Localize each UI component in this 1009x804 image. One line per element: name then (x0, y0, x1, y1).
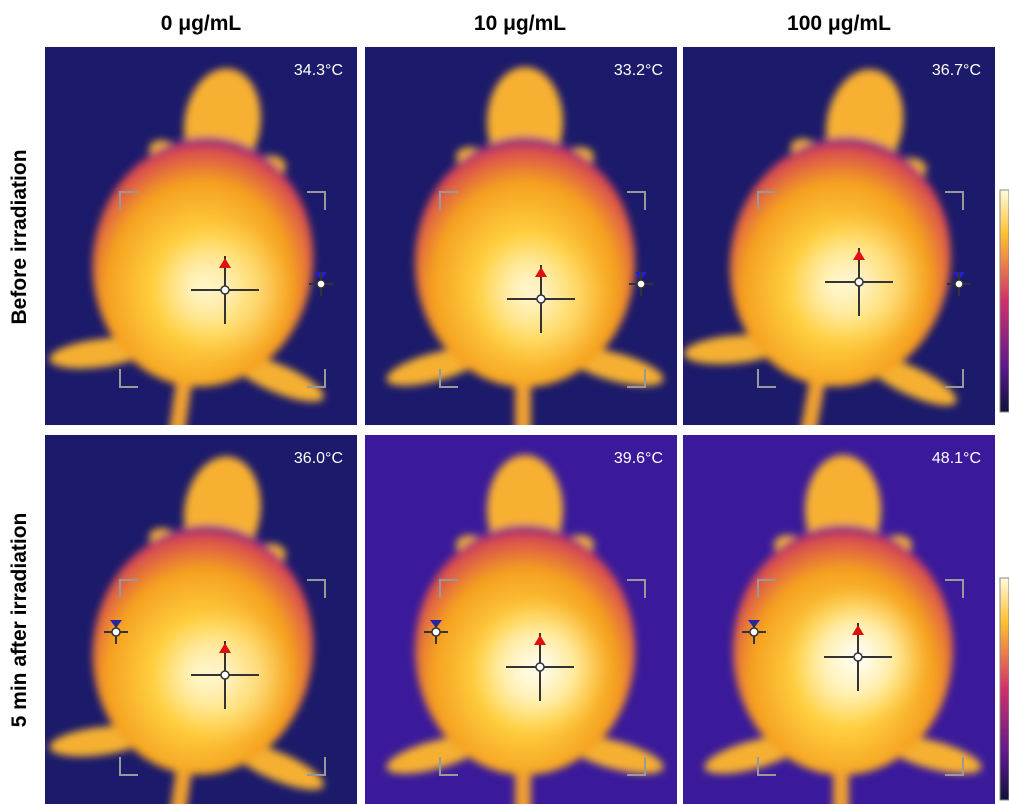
thermal-panel: 39.6°C (365, 435, 677, 804)
roi-bracket (439, 579, 458, 598)
roi-bracket (439, 191, 458, 210)
temperature: 36.0°C (294, 450, 343, 467)
column-header: 10 μg/mL (474, 12, 566, 35)
roi-bracket (439, 757, 458, 776)
roi-bracket (757, 757, 776, 776)
max-marker (853, 250, 865, 260)
crosshair-center (636, 279, 646, 289)
column-header: 100 μg/mL (787, 12, 891, 35)
roi-bracket (945, 191, 964, 210)
roi-bracket (945, 757, 964, 776)
temperature: 48.1°C (932, 450, 981, 467)
crosshair-center (111, 627, 121, 637)
crosshair-center (535, 662, 545, 672)
panel-content (45, 47, 357, 425)
max-marker (852, 625, 864, 635)
roi-bracket (945, 369, 964, 388)
temperature: 33.2°C (614, 62, 663, 79)
roi-bracket (627, 757, 646, 776)
thermal-panel: 34.3°C (45, 47, 357, 425)
roi-bracket (945, 579, 964, 598)
roi-bracket (119, 579, 138, 598)
max-marker (535, 267, 547, 277)
panel-content (45, 435, 357, 804)
color-bar (999, 577, 1009, 801)
crosshair-center (431, 627, 441, 637)
color-bar (999, 189, 1009, 413)
thermal-panel: 36.0°C (45, 435, 357, 804)
temperature: 34.3°C (294, 62, 343, 79)
row-label: 5 min after irradiation (8, 513, 31, 728)
crosshair-center (220, 670, 230, 680)
crosshair-center (220, 285, 230, 295)
roi-bracket (757, 191, 776, 210)
thermal-panel: 36.7°C (683, 47, 995, 425)
crosshair-center (954, 279, 964, 289)
roi-bracket (119, 369, 138, 388)
roi-bracket (307, 757, 326, 776)
thermal-panel: 48.1°C (683, 435, 995, 804)
panel-content (683, 435, 995, 804)
max-marker (534, 635, 546, 645)
roi-bracket (307, 191, 326, 210)
roi-bracket (757, 369, 776, 388)
roi-bracket (627, 191, 646, 210)
crosshair-center (854, 277, 864, 287)
crosshair-center (536, 294, 546, 304)
crosshair-center (749, 627, 759, 637)
roi-bracket (439, 369, 458, 388)
thermal-panel: 33.2°C (365, 47, 677, 425)
roi-bracket (307, 579, 326, 598)
column-header: 0 μg/mL (161, 12, 242, 35)
panel-content (365, 435, 677, 804)
row-label: Before irradiation (8, 149, 31, 324)
temperature: 36.7°C (932, 62, 981, 79)
panel-content (365, 47, 677, 425)
roi-bracket (627, 369, 646, 388)
roi-bracket (307, 369, 326, 388)
roi-bracket (119, 191, 138, 210)
temperature: 39.6°C (614, 450, 663, 467)
max-marker (219, 258, 231, 268)
roi-bracket (119, 757, 138, 776)
max-marker (219, 643, 231, 653)
crosshair-center (853, 652, 863, 662)
crosshair-center (316, 279, 326, 289)
roi-bracket (627, 579, 646, 598)
panel-content (683, 47, 995, 425)
roi-bracket (757, 579, 776, 598)
